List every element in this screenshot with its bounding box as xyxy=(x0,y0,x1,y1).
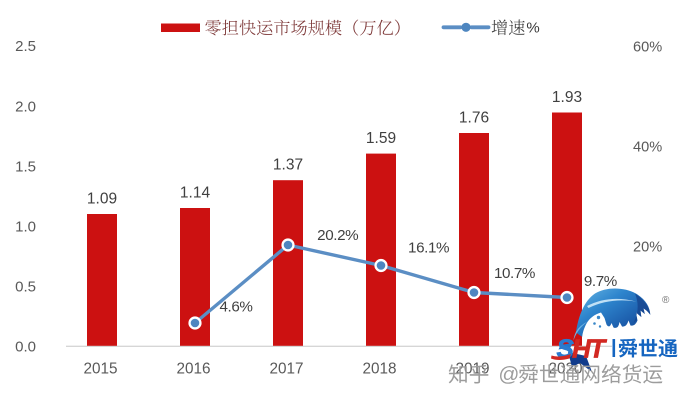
svg-text:10.7%: 10.7% xyxy=(494,265,535,282)
svg-text:2.5: 2.5 xyxy=(15,38,36,55)
svg-text:1.59: 1.59 xyxy=(366,130,396,147)
svg-text:1.09: 1.09 xyxy=(87,190,117,207)
svg-text:20.2%: 20.2% xyxy=(317,227,358,244)
svg-text:1.37: 1.37 xyxy=(273,157,303,174)
svg-text:1.93: 1.93 xyxy=(552,89,582,106)
svg-text:2015: 2015 xyxy=(83,361,117,378)
svg-text:60%: 60% xyxy=(633,40,662,56)
svg-text:®: ® xyxy=(662,295,670,306)
svg-text:2018: 2018 xyxy=(362,361,396,378)
svg-text:2017: 2017 xyxy=(269,361,303,378)
svg-text:0.0: 0.0 xyxy=(15,339,36,356)
svg-text:2016: 2016 xyxy=(176,361,210,378)
svg-text:40%: 40% xyxy=(633,140,662,156)
svg-text:1.5: 1.5 xyxy=(15,158,36,175)
svg-text:0.5: 0.5 xyxy=(15,279,36,296)
svg-text:16.1%: 16.1% xyxy=(408,239,449,256)
svg-text:1.14: 1.14 xyxy=(180,184,211,201)
svg-text:HT: HT xyxy=(572,334,607,364)
svg-text:2.0: 2.0 xyxy=(15,98,36,115)
svg-text:9.7%: 9.7% xyxy=(584,273,617,290)
svg-text:20%: 20% xyxy=(633,240,662,256)
svg-text:%: % xyxy=(526,20,539,37)
svg-text:4.6%: 4.6% xyxy=(219,299,252,316)
svg-text:1.0: 1.0 xyxy=(15,219,36,236)
svg-text:@: @ xyxy=(498,363,519,386)
svg-text:1.76: 1.76 xyxy=(459,109,489,126)
